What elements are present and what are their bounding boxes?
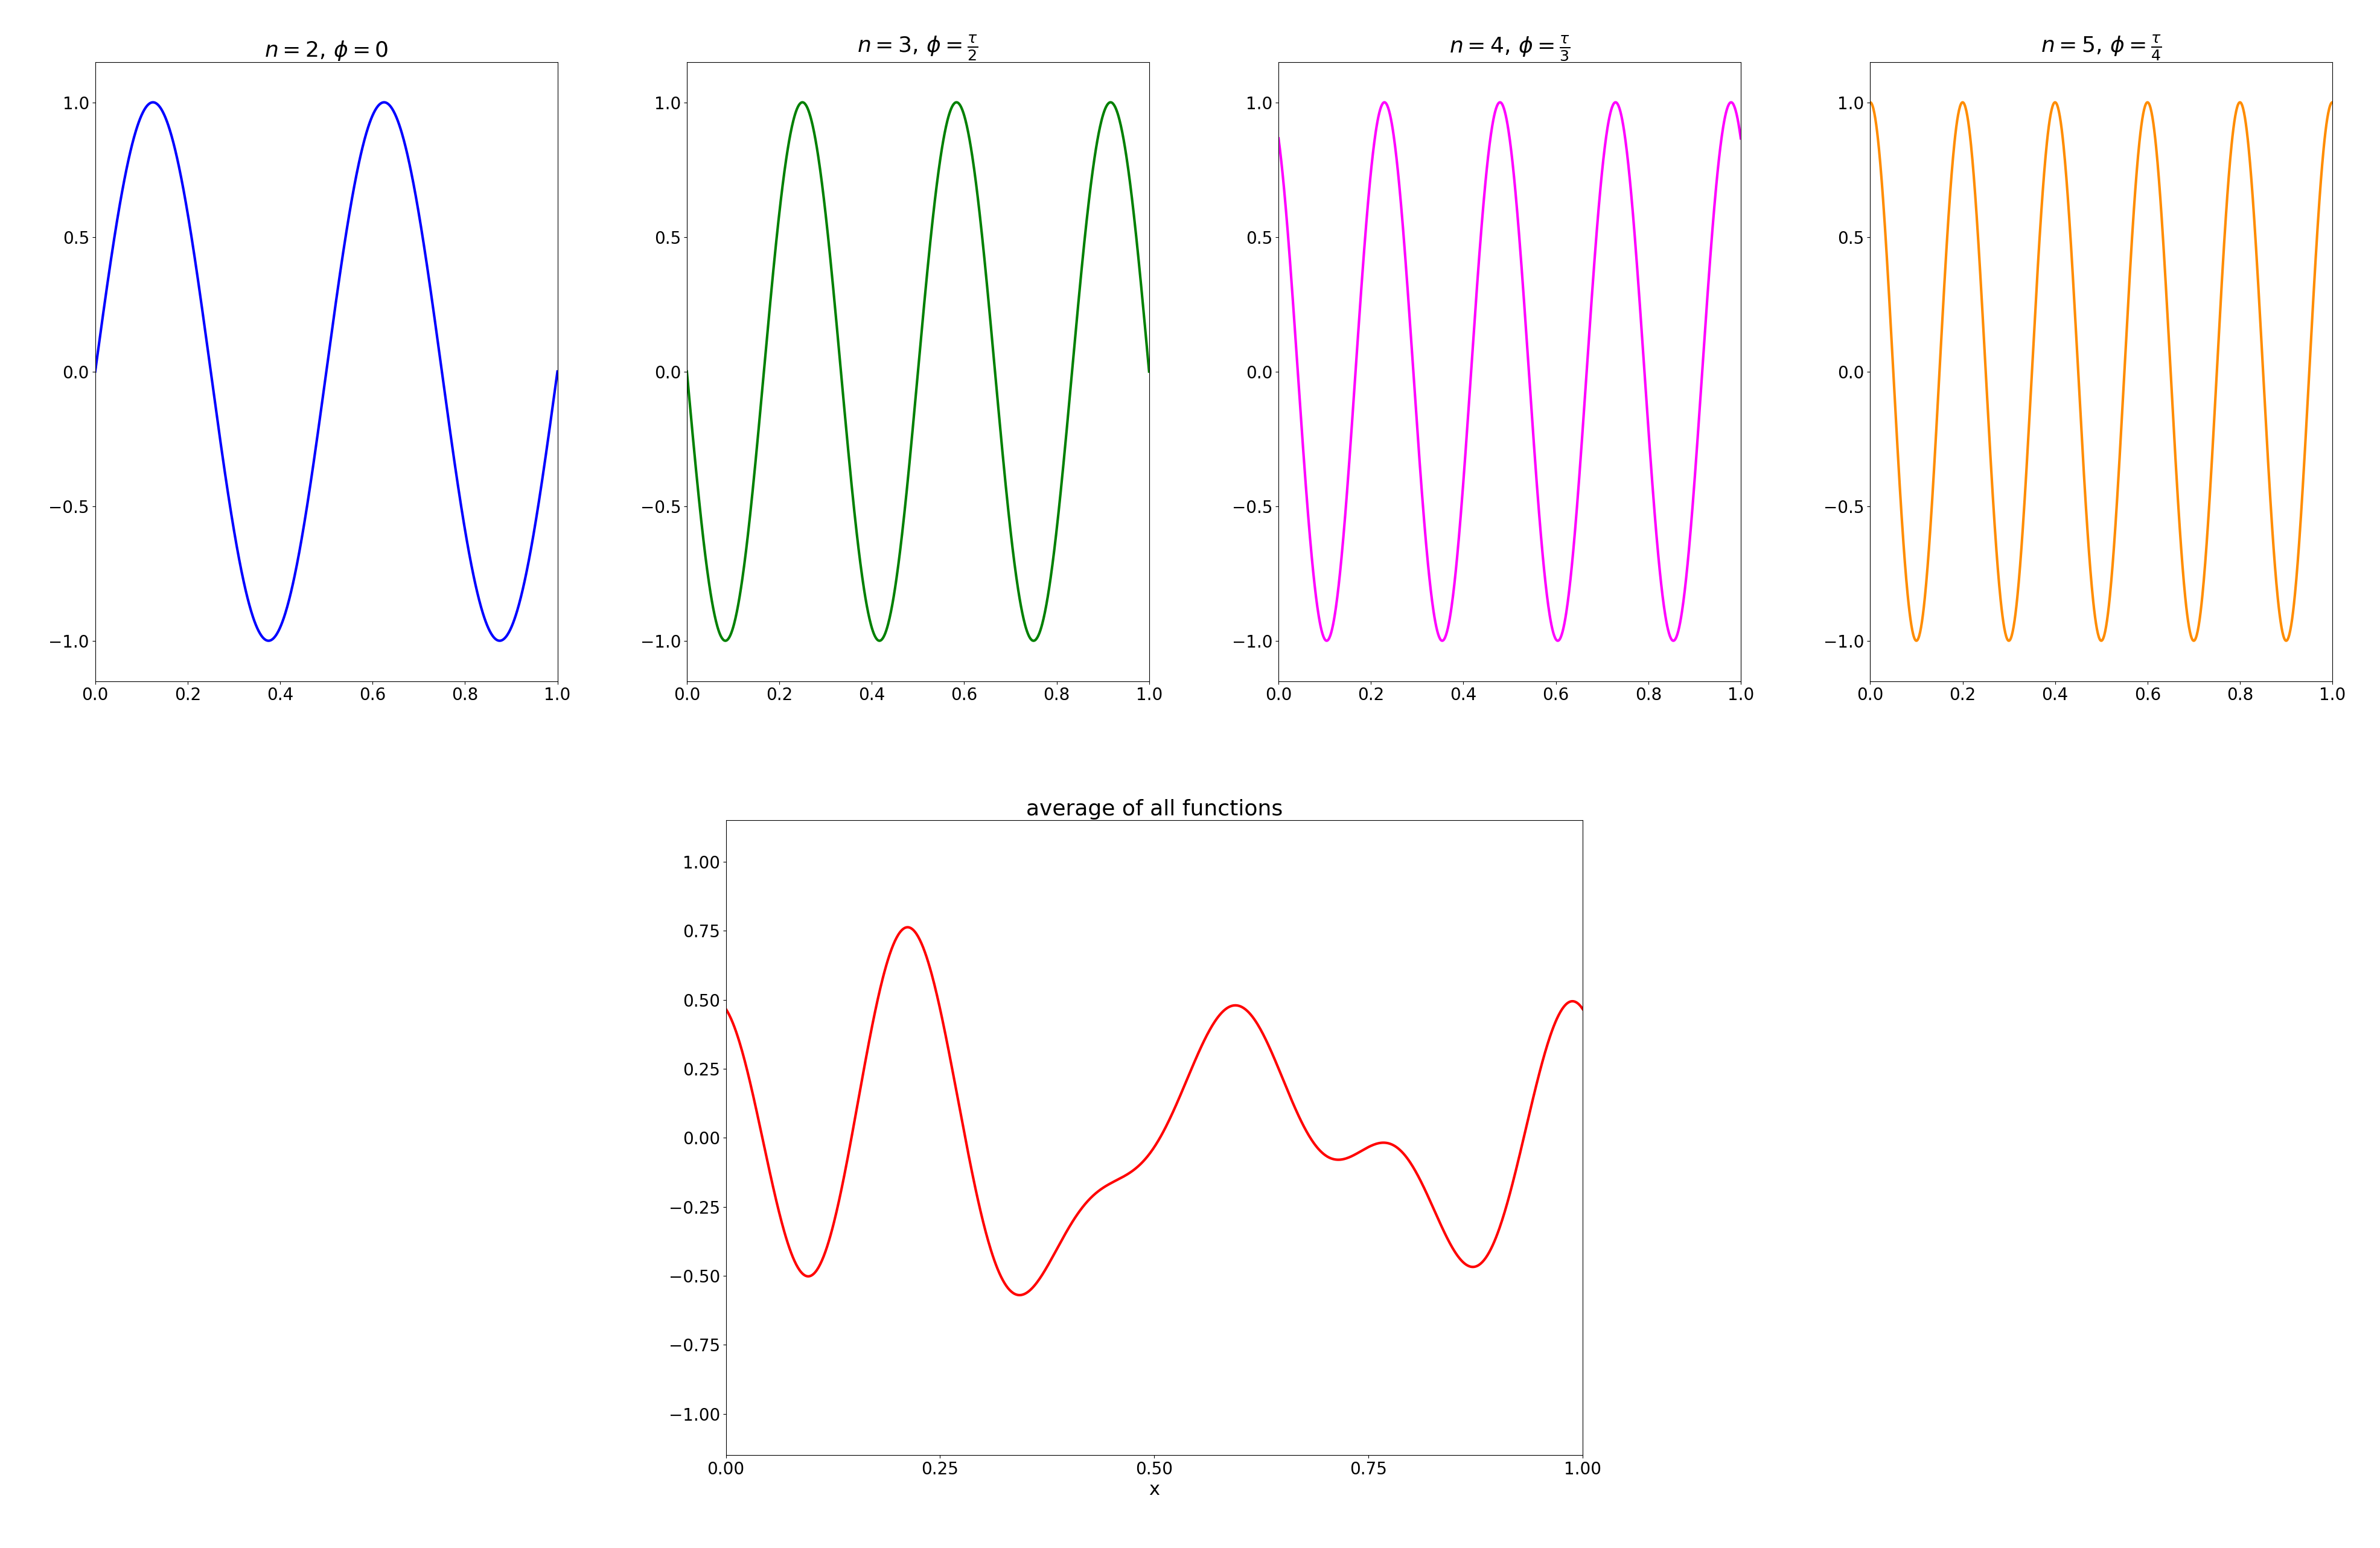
Title: $n = 2,\, \phi = 0$: $n = 2,\, \phi = 0$ bbox=[264, 39, 388, 62]
Title: $n = 3,\, \phi = \frac{\tau}{2}$: $n = 3,\, \phi = \frac{\tau}{2}$ bbox=[857, 33, 978, 62]
X-axis label: x: x bbox=[1150, 1481, 1159, 1498]
Title: average of all functions: average of all functions bbox=[1026, 799, 1283, 819]
Title: $n = 5,\, \phi = \frac{\tau}{4}$: $n = 5,\, \phi = \frac{\tau}{4}$ bbox=[2040, 33, 2161, 62]
Title: $n = 4,\, \phi = \frac{\tau}{3}$: $n = 4,\, \phi = \frac{\tau}{3}$ bbox=[1449, 34, 1571, 62]
